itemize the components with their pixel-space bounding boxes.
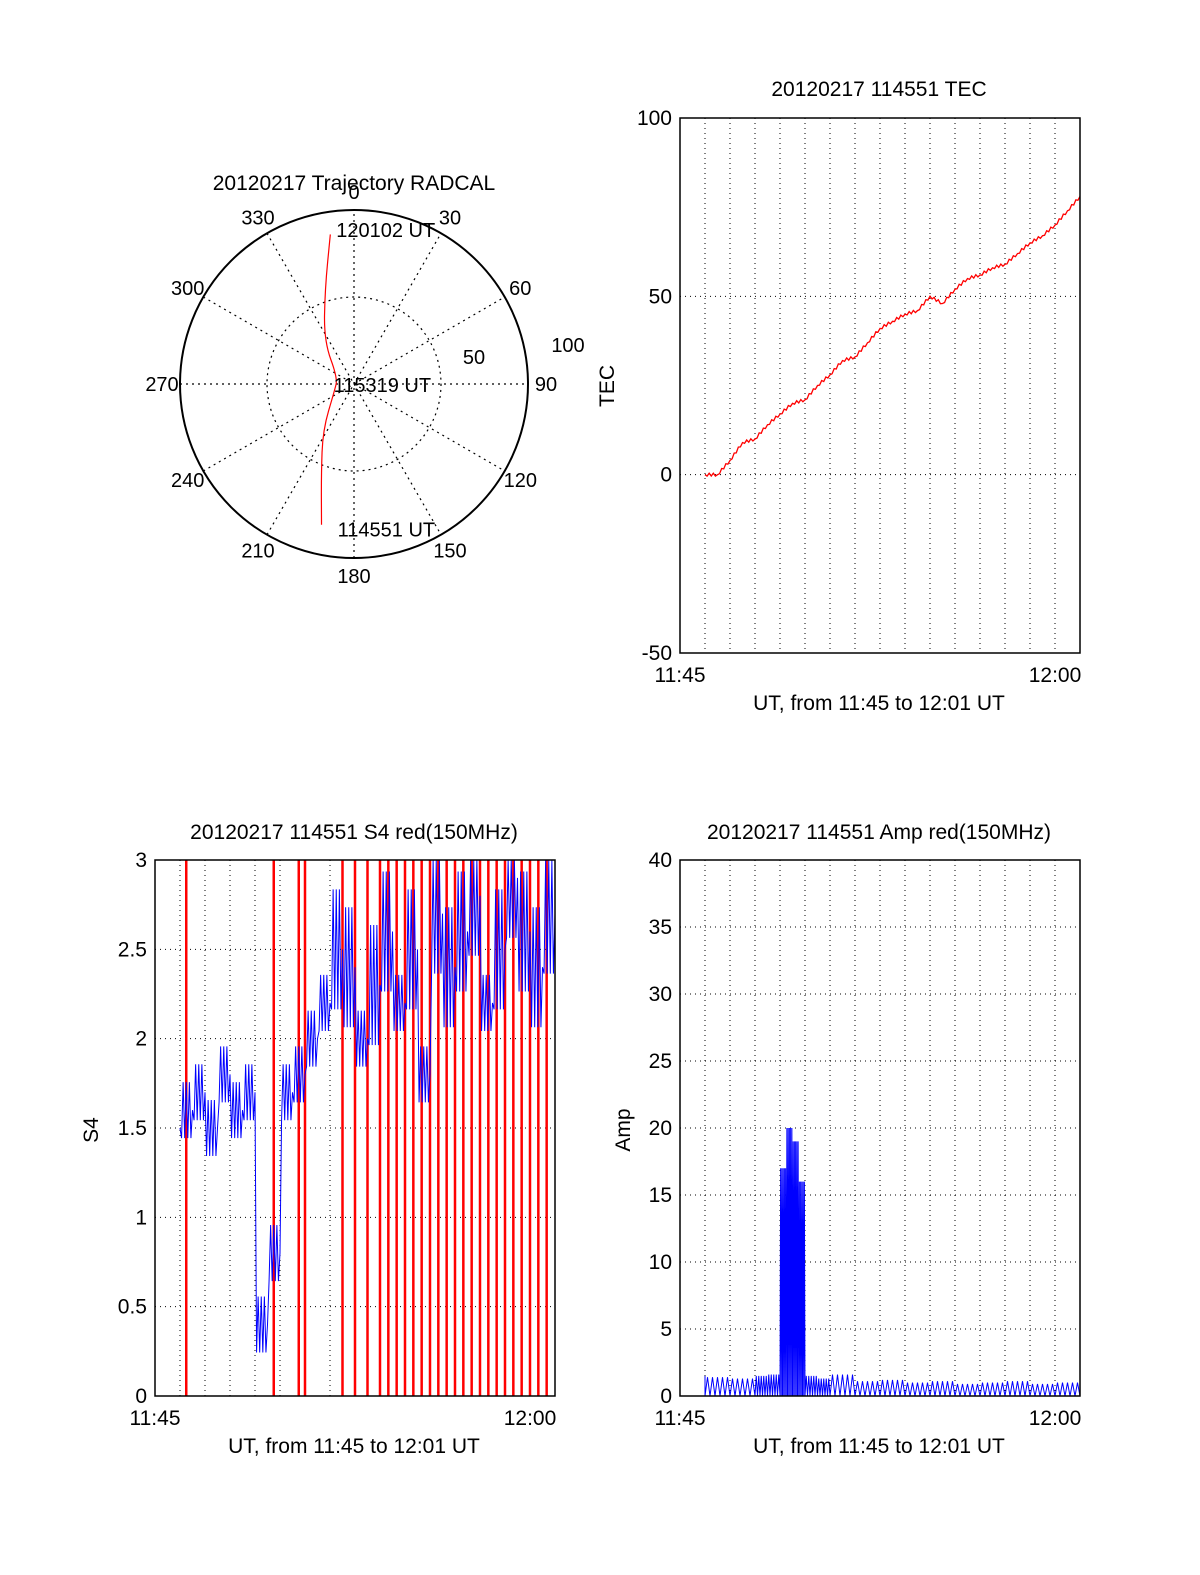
polar-azimuth-label: 150 bbox=[433, 540, 466, 562]
trajectory-line bbox=[320, 234, 337, 525]
y-tick-label: 0 bbox=[660, 1385, 672, 1408]
polar-azimuth-label: 180 bbox=[337, 566, 370, 588]
s4-tick-labels: 0 0.5 1 1.5 2 2.5 3 11:45 12:00 bbox=[118, 849, 556, 1430]
y-tick-label: 1.5 bbox=[118, 1117, 147, 1140]
polar-azimuth-label: 0 bbox=[348, 182, 359, 204]
amp-chart: 20120217 114551 Amp red(150MHz) 0 5 10 15 20… bbox=[612, 821, 1081, 1458]
tec-title: 20120217 114551 TEC bbox=[771, 78, 986, 101]
polar-azimuth-label: 210 bbox=[241, 540, 274, 562]
s4-blue-line bbox=[179, 859, 556, 1353]
x-tick-label: 11:45 bbox=[655, 664, 706, 687]
y-tick-label: 1 bbox=[135, 1206, 147, 1229]
polar-grid bbox=[179, 209, 529, 559]
polar-azimuth-label: 300 bbox=[171, 278, 204, 300]
polar-radial-label: 50 bbox=[463, 347, 485, 369]
polar-inner-ring bbox=[266, 296, 442, 472]
amp-line bbox=[704, 1127, 1081, 1397]
trajectory-annotations: 120102 UT 115319 UT 114551 UT bbox=[334, 220, 436, 542]
x-tick-label: 12:00 bbox=[1029, 1407, 1082, 1430]
tec-xlabel: UT, from 11:45 to 12:01 UT bbox=[753, 692, 1005, 715]
amp-title: 20120217 114551 Amp red(150MHz) bbox=[707, 821, 1051, 844]
x-tick-label: 11:45 bbox=[655, 1407, 706, 1430]
polar-azimuth-labels: 0 30 60 90 120 150 180 210 240 270 300 330 bbox=[145, 182, 557, 588]
y-tick-label: 35 bbox=[649, 916, 672, 939]
x-tick-label: 12:00 bbox=[504, 1407, 557, 1430]
y-tick-label: 15 bbox=[649, 1184, 672, 1207]
polar-azimuth-label: 60 bbox=[509, 278, 531, 300]
y-tick-label: 0.5 bbox=[118, 1296, 147, 1319]
y-tick-label: 50 bbox=[649, 285, 672, 308]
y-tick-label: 40 bbox=[649, 849, 672, 872]
amp-tick-labels: 0 5 10 15 20 25 30 35 40 11:45 12:00 bbox=[649, 849, 1082, 1430]
y-tick-label: -50 bbox=[642, 642, 672, 665]
polar-chart: 20120217 Trajectory RADCAL 0 30 60 90 120 150… bbox=[145, 172, 584, 588]
y-tick-label: 20 bbox=[649, 1117, 672, 1140]
polar-azimuth-label: 270 bbox=[145, 374, 178, 396]
polar-spoke bbox=[266, 233, 442, 535]
y-tick-label: 0 bbox=[135, 1385, 147, 1408]
trajectory-time-label: 120102 UT bbox=[336, 220, 435, 242]
y-tick-label: 2.5 bbox=[118, 938, 147, 961]
y-tick-label: 10 bbox=[649, 1251, 672, 1274]
y-tick-label: 3 bbox=[135, 849, 147, 872]
polar-title: 20120217 Trajectory RADCAL bbox=[213, 172, 496, 195]
x-tick-label: 12:00 bbox=[1029, 664, 1082, 687]
amp-gridlines bbox=[680, 859, 1080, 1397]
amp-xlabel: UT, from 11:45 to 12:01 UT bbox=[753, 1435, 1005, 1458]
trajectory-time-label: 115319 UT bbox=[334, 375, 431, 397]
amp-ylabel: Amp bbox=[612, 1108, 635, 1151]
s4-series bbox=[179, 859, 556, 1396]
polar-azimuth-label: 330 bbox=[241, 208, 274, 230]
amp-series bbox=[704, 1127, 1081, 1397]
y-tick-label: 30 bbox=[649, 983, 672, 1006]
polar-radial-labels: 50 100 bbox=[463, 335, 585, 369]
trajectory-time-label: 114551 UT bbox=[338, 520, 435, 542]
s4-ylabel: S4 bbox=[80, 1117, 103, 1143]
s4-frame bbox=[154, 859, 556, 1397]
y-tick-label: 100 bbox=[637, 107, 672, 130]
y-tick-label: 0 bbox=[660, 464, 672, 487]
amp-frame bbox=[679, 859, 1081, 1397]
tec-line bbox=[704, 196, 1081, 478]
tec-tick-labels: -50 0 50 100 11:45 12:00 bbox=[637, 107, 1081, 687]
y-tick-label: 2 bbox=[135, 1028, 147, 1051]
polar-azimuth-label: 120 bbox=[504, 470, 537, 492]
tec-ylabel: TEC bbox=[596, 365, 619, 407]
y-tick-label: 25 bbox=[649, 1050, 672, 1073]
tec-series bbox=[704, 196, 1081, 478]
polar-azimuth-label: 240 bbox=[171, 470, 204, 492]
y-tick-label: 5 bbox=[660, 1318, 672, 1341]
polar-azimuth-label: 90 bbox=[535, 374, 557, 396]
s4-xlabel: UT, from 11:45 to 12:01 UT bbox=[228, 1435, 480, 1458]
tec-gridlines bbox=[680, 117, 1080, 654]
s4-chart: 20120217 114551 S4 red(150MHz) 0 0.5 1 1.5 2… bbox=[80, 821, 556, 1458]
s4-title: 20120217 114551 S4 red(150MHz) bbox=[190, 821, 518, 844]
tec-frame bbox=[679, 117, 1081, 654]
polar-azimuth-label: 30 bbox=[439, 208, 461, 230]
x-tick-label: 11:45 bbox=[130, 1407, 181, 1430]
polar-radial-label: 100 bbox=[551, 335, 584, 357]
